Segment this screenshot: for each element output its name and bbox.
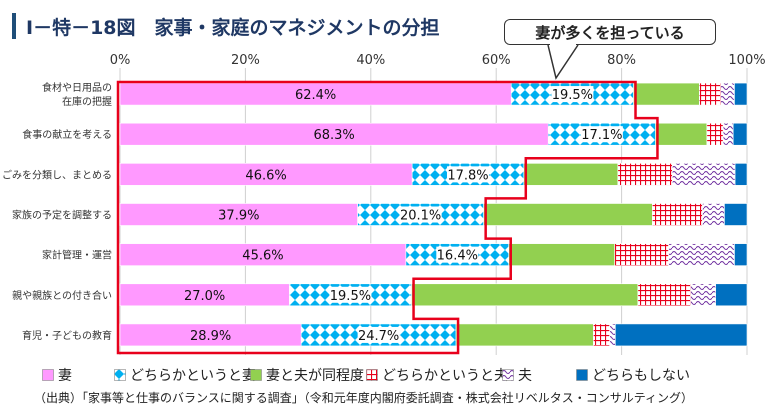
bar-segment	[715, 283, 748, 307]
bar-segment	[508, 243, 616, 266]
x-axis-ticks: 0% 20% 40% 60% 80% 100%	[110, 53, 766, 68]
chart-title: Ⅰ－特－18図 家事・家庭のマネジメントの分担	[26, 17, 440, 39]
bar-segment	[722, 122, 734, 146]
bar-segment	[455, 323, 594, 347]
title-accent-bar	[12, 13, 16, 39]
x-tick-label: 40%	[356, 53, 385, 68]
source-note: （出典）「家事等と仕事のバランスに関する調査」（令和元年度内閣府委託調査・株式会…	[34, 391, 694, 405]
bar-segment	[593, 323, 610, 347]
data-label-bg	[436, 246, 479, 263]
legend-swatch	[576, 369, 588, 381]
bar-segment	[655, 122, 708, 146]
bar-segment	[609, 323, 616, 347]
data-label: 19.5%	[552, 88, 593, 103]
legend-item: どちらもしない	[576, 365, 690, 385]
legend-label: 夫	[518, 368, 532, 384]
legend-label: どちらかというと妻	[130, 368, 256, 384]
category-label: 食事の献立を考える	[22, 128, 112, 141]
bar-segment	[668, 243, 735, 266]
bar-segment	[699, 82, 721, 106]
legend-item: どちらかというと妻	[114, 365, 256, 385]
data-label: 19.5%	[330, 289, 371, 304]
callout-tail	[547, 44, 579, 80]
bar-segment	[706, 122, 724, 146]
bar-segment	[633, 82, 700, 106]
highlight-outline	[116, 80, 659, 355]
data-label: 20.1%	[400, 209, 441, 224]
bar-segment	[411, 283, 639, 307]
category-label: 家族の予定を調整する	[12, 209, 112, 222]
data-label-bg	[580, 126, 623, 143]
category-label: ごみを分類し、まとめる	[2, 168, 112, 181]
legend-swatch	[502, 369, 514, 381]
bar-segment	[483, 203, 653, 226]
data-label: 37.9%	[218, 209, 259, 224]
callout-annotation: 妻が多くを担っている	[504, 19, 716, 45]
category-label: 親や親族との付き合い	[12, 289, 112, 302]
data-label: 17.1%	[581, 128, 622, 143]
data-label: 68.3%	[313, 128, 354, 143]
bar-segment	[720, 82, 735, 106]
x-tick-label: 100%	[728, 53, 765, 68]
bar-segment	[672, 163, 736, 186]
legend-label: どちらもしない	[592, 368, 690, 384]
data-label: 28.9%	[190, 329, 231, 344]
bar-segment	[732, 122, 748, 146]
bar-segment	[702, 203, 725, 226]
data-label: 62.4%	[295, 88, 336, 103]
bars	[119, 82, 748, 347]
data-label-bg	[399, 206, 442, 223]
data-labels: 62.4% 19.5% 68.3% 17.1% 46.6% 17.8% 37.9% 20.1%…	[184, 86, 623, 344]
legend-label: 妻	[58, 368, 72, 384]
bar-segment	[734, 243, 748, 266]
wife-share-outline	[116, 80, 659, 355]
legend-item: 妻と夫が同程度	[250, 365, 364, 385]
bar-segment	[734, 82, 748, 106]
category-label: 育児・子どもの教育	[22, 329, 112, 342]
bar-segment	[690, 283, 716, 307]
category-label: 在庫の把握	[62, 95, 112, 108]
x-tick-label: 60%	[482, 53, 511, 68]
callout-pointer	[547, 43, 579, 80]
category-labels: 食材や日用品の在庫の把握食事の献立を考えるごみを分類し、まとめる家族の予定を調整…	[2, 81, 112, 342]
legend-item: どちらかというと夫	[366, 365, 508, 385]
data-label: 45.6%	[242, 249, 283, 264]
bar-segment	[734, 163, 748, 186]
legend-swatch	[114, 369, 126, 381]
data-label: 27.0%	[184, 289, 225, 304]
data-label: 16.4%	[437, 249, 478, 264]
category-label: 食材や日用品の	[42, 81, 112, 94]
bar-segment	[617, 163, 673, 186]
legend-label: どちらかというと夫	[382, 368, 508, 384]
legend-swatch	[366, 369, 378, 381]
bar-segment	[724, 203, 748, 226]
legend-item: 夫	[502, 365, 532, 385]
data-label: 24.7%	[358, 329, 399, 344]
bar-segment	[615, 323, 748, 347]
data-label-bg	[446, 166, 489, 183]
bar-segment	[637, 283, 691, 307]
x-tick-label: 20%	[231, 53, 260, 68]
data-label: 17.8%	[447, 168, 488, 183]
legend: 妻 どちらかというと妻 妻と夫が同程度 どちらかというと夫夫 どちらもしない	[28, 365, 758, 385]
category-label: 家計管理・運営	[42, 249, 112, 262]
legend-swatch	[42, 369, 54, 381]
legend-swatch	[250, 369, 262, 381]
bar-segment	[652, 203, 703, 226]
x-tick-label: 80%	[607, 53, 636, 68]
legend-item: 妻	[42, 365, 72, 385]
bar-segment	[614, 243, 669, 266]
data-label-bg	[329, 286, 372, 303]
x-tick-label: 0%	[110, 53, 131, 68]
legend-label: 妻と夫が同程度	[266, 368, 364, 384]
data-label: 46.6%	[245, 168, 286, 183]
data-label-bg	[357, 326, 400, 343]
bar-segment	[523, 163, 619, 186]
data-label-bg	[551, 86, 594, 103]
